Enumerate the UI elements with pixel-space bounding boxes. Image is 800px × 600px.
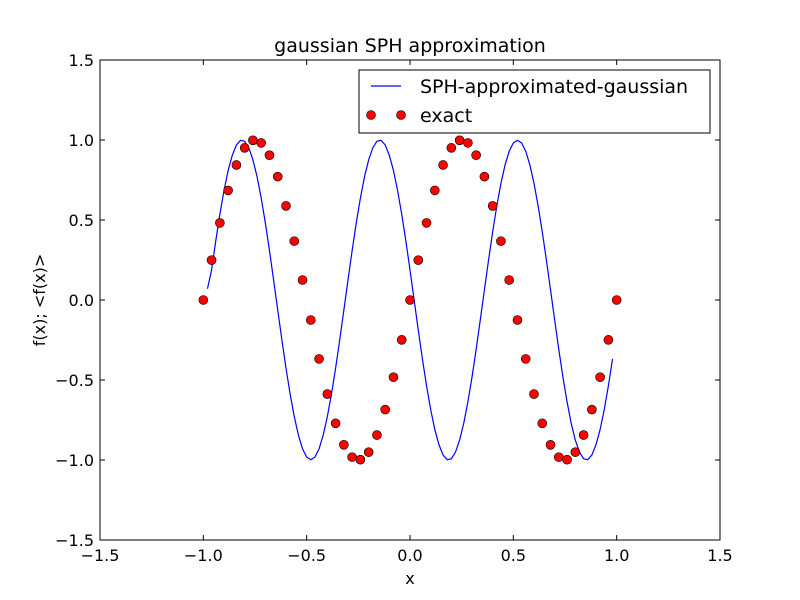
x-tick-label: −1.5 xyxy=(81,546,120,565)
exact-point xyxy=(388,372,399,382)
exact-point xyxy=(297,275,308,285)
exact-point xyxy=(372,430,382,440)
exact-point xyxy=(248,135,258,146)
exact-point xyxy=(347,452,357,462)
exact-point xyxy=(454,135,465,146)
exact-point xyxy=(264,150,275,160)
y-axis-label: f(x); <f(x)> xyxy=(30,254,49,346)
x-tick-label: 1.0 xyxy=(604,546,629,565)
legend: SPH-approximated-gaussian exact xyxy=(358,69,711,134)
exact-point xyxy=(405,295,415,305)
legend-marker-swatch xyxy=(396,110,406,120)
exact-point xyxy=(537,418,548,429)
exact-point xyxy=(471,150,481,160)
exact-point xyxy=(504,275,515,285)
x-tick-label: 0.5 xyxy=(501,546,526,565)
exact-point xyxy=(272,171,283,182)
y-tick-label: −1.5 xyxy=(55,531,94,550)
exact-point xyxy=(413,255,424,265)
exact-point xyxy=(215,218,225,228)
exact-point xyxy=(438,160,448,170)
plot-area xyxy=(198,135,622,465)
exact-point xyxy=(380,404,391,415)
exact-point xyxy=(256,138,267,148)
exact-point xyxy=(512,315,523,325)
x-tick-label: −0.5 xyxy=(287,546,326,565)
exact-point xyxy=(570,447,581,457)
exact-point xyxy=(463,138,473,148)
legend-box xyxy=(358,69,711,134)
x-tick-label: −1.0 xyxy=(184,546,223,565)
exact-point xyxy=(396,335,407,345)
y-tick-label: 0.0 xyxy=(69,291,94,310)
axes: −1.5 −1.0 −0.5 0.0 0.5 1.0 1.5 −1.5 −1.0 −0.5 0.0 0… xyxy=(55,51,733,565)
exact-point xyxy=(529,389,539,399)
exact-point xyxy=(355,454,366,465)
exact-point xyxy=(603,335,614,345)
series-line-sph xyxy=(206,139,614,461)
exact-point xyxy=(223,185,233,196)
exact-point xyxy=(305,315,316,325)
legend-label-sph: SPH-approximated-gaussian xyxy=(420,76,688,98)
legend-marker-swatch xyxy=(366,110,376,120)
legend-label-exact: exact xyxy=(420,105,472,127)
chart-title: gaussian SPH approximation xyxy=(274,35,546,57)
x-axis-label: x xyxy=(405,569,414,588)
y-tick-label: 1.5 xyxy=(69,51,94,70)
exact-point xyxy=(281,201,291,211)
exact-point xyxy=(322,389,333,399)
exact-point xyxy=(553,452,564,462)
y-tick-label: −0.5 xyxy=(55,371,94,390)
exact-point xyxy=(446,143,457,153)
exact-point xyxy=(239,143,250,153)
exact-point xyxy=(231,160,242,170)
x-tick-label: 0.0 xyxy=(397,546,422,565)
exact-point xyxy=(421,218,432,228)
exact-point xyxy=(314,354,324,364)
exact-point xyxy=(198,295,209,305)
exact-point xyxy=(429,185,440,196)
exact-point xyxy=(520,354,531,364)
y-tick-label: −1.0 xyxy=(55,451,94,470)
exact-point xyxy=(363,447,374,457)
exact-point xyxy=(611,295,622,305)
exact-point xyxy=(339,439,349,450)
exact-point xyxy=(595,372,605,382)
exact-point xyxy=(562,454,572,465)
x-tick-label: 1.5 xyxy=(707,546,732,565)
exact-point xyxy=(206,255,217,265)
exact-point xyxy=(289,236,300,246)
exact-point xyxy=(496,236,506,246)
exact-point xyxy=(479,171,490,182)
exact-point xyxy=(330,418,341,429)
exact-point xyxy=(487,201,498,211)
exact-point xyxy=(545,439,556,450)
y-tick-label: 1.0 xyxy=(69,131,94,150)
exact-point xyxy=(578,430,589,440)
exact-point xyxy=(587,404,597,415)
y-tick-label: 0.5 xyxy=(69,211,94,230)
